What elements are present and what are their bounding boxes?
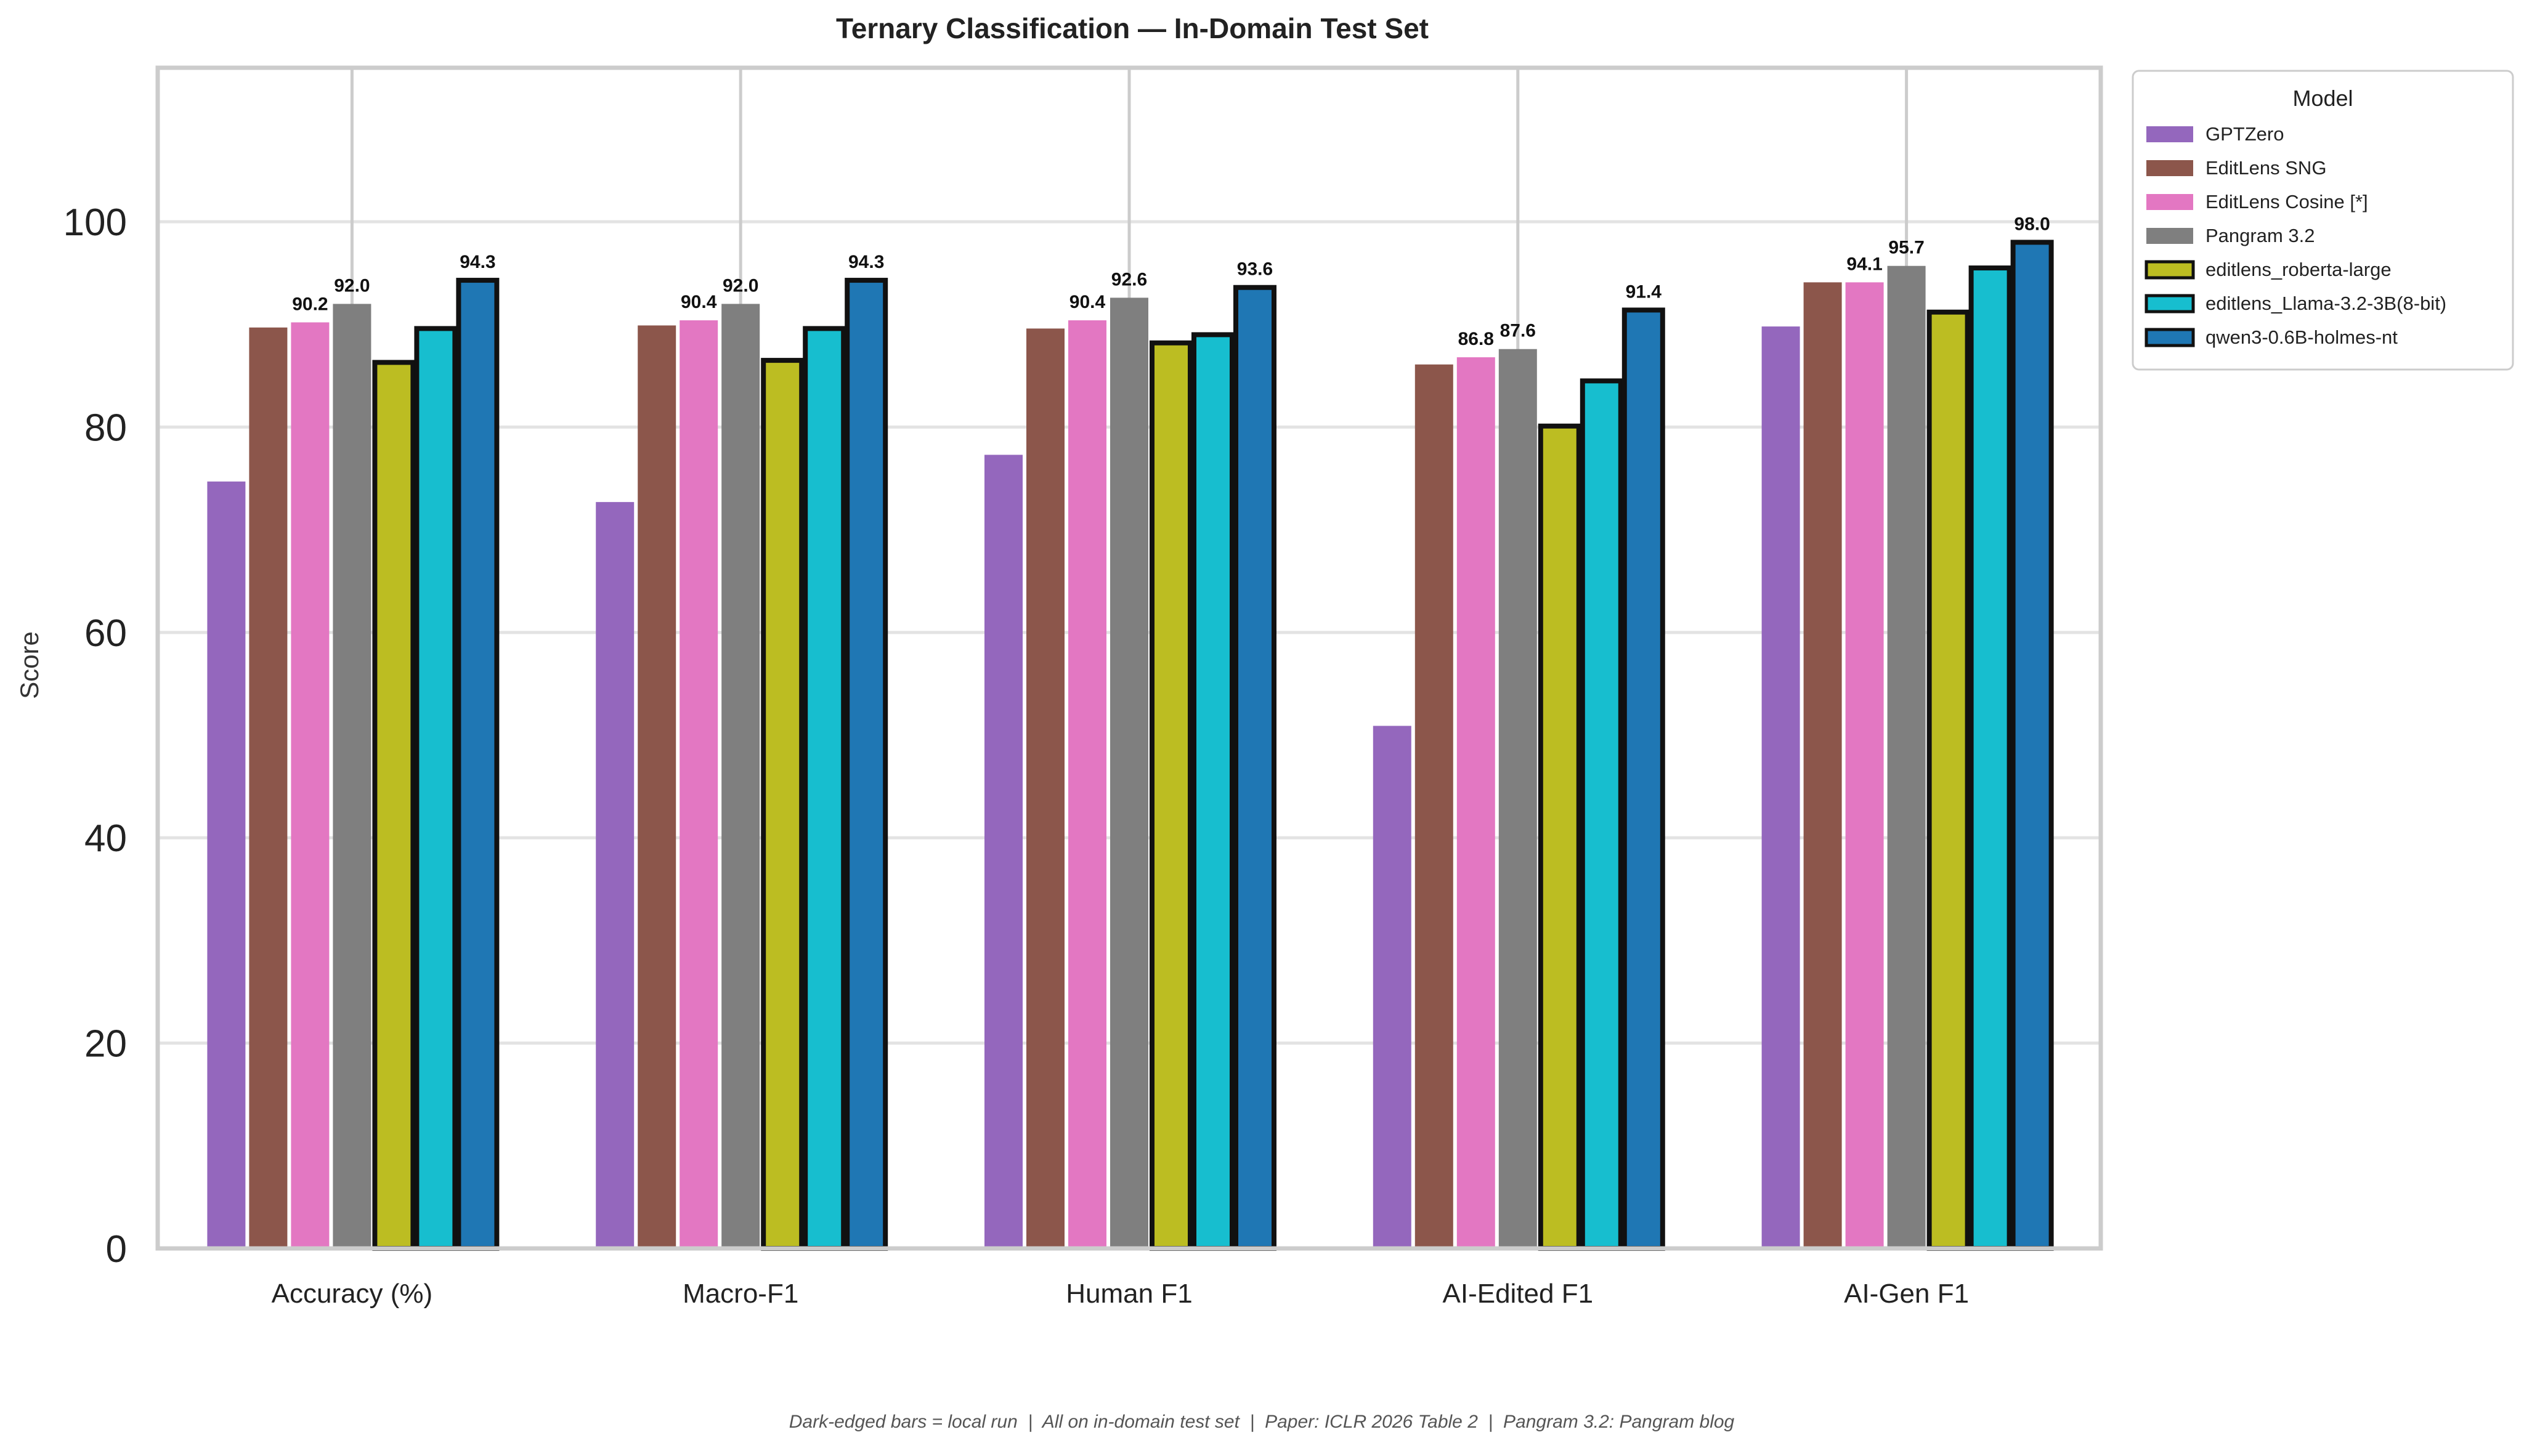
- value-label: 93.6: [1237, 259, 1273, 280]
- legend-label: EditLens SNG: [2205, 157, 2326, 179]
- bar-0-2: [984, 455, 1023, 1248]
- chart-title: Ternary Classification — In-Domain Test …: [836, 12, 1429, 44]
- value-label: 94.3: [848, 252, 884, 272]
- bar-4-1: [761, 358, 805, 1251]
- value-label: 87.6: [1500, 321, 1536, 341]
- value-label: 92.6: [1111, 269, 1147, 289]
- bar-3-1: [721, 304, 760, 1248]
- legend-swatch: [2146, 194, 2193, 210]
- bar-3-0: [333, 304, 371, 1248]
- bar-3-2: [1110, 297, 1148, 1249]
- legend-swatch: [2145, 260, 2195, 280]
- bar-2-2: [1068, 320, 1106, 1248]
- x-tick-label: Human F1: [1066, 1279, 1192, 1309]
- bar-2-4: [1845, 282, 1884, 1248]
- value-label: 86.8: [1458, 329, 1494, 349]
- value-label: 90.4: [681, 292, 717, 312]
- y-tick-label: 0: [106, 1228, 127, 1271]
- bar-3-3: [1498, 349, 1537, 1248]
- value-label: 91.4: [1626, 281, 1662, 302]
- bar-0-1: [596, 502, 635, 1249]
- bar-2-3: [1456, 357, 1495, 1248]
- bar-6-4: [2010, 240, 2054, 1252]
- bar-5-3: [1580, 378, 1623, 1251]
- bar-4-2: [1150, 340, 1193, 1251]
- bar-4-3: [1538, 423, 1581, 1251]
- legend-title: Model: [2292, 86, 2353, 111]
- x-tick-label: Macro-F1: [683, 1279, 798, 1309]
- bar-0-3: [1373, 726, 1411, 1248]
- legend-label: GPTZero: [2205, 123, 2284, 145]
- value-label: 98.0: [2014, 214, 2050, 234]
- legend-label: Pangram 3.2: [2205, 225, 2315, 246]
- bar-1-1: [638, 325, 676, 1249]
- legend-swatch: [2145, 328, 2195, 347]
- legend-swatch: [2145, 294, 2195, 313]
- bar-0-4: [1761, 326, 1800, 1249]
- value-label: 92.0: [723, 275, 758, 296]
- y-tick-label: 60: [84, 612, 127, 655]
- y-tick-label: 100: [63, 201, 127, 244]
- legend-swatch: [2146, 160, 2193, 176]
- bar-2-1: [680, 320, 718, 1248]
- value-labels-group: 90.292.094.390.492.094.390.492.693.686.8…: [292, 214, 2050, 349]
- bar-6-1: [845, 278, 888, 1251]
- legend-label: editlens_roberta-large: [2205, 259, 2392, 280]
- bar-6-3: [1621, 307, 1665, 1251]
- bar-2-0: [291, 322, 330, 1248]
- bar-4-4: [1926, 309, 1970, 1252]
- bar-5-2: [1191, 332, 1235, 1251]
- x-tick-label: AI-Gen F1: [1844, 1279, 1969, 1309]
- bar-5-1: [803, 326, 846, 1251]
- bar-5-0: [414, 326, 458, 1251]
- value-label: 90.2: [292, 294, 328, 314]
- legend: Model GPTZero EditLens SNG EditLens Cosine …: [2132, 70, 2514, 371]
- value-label: 94.1: [1846, 254, 1882, 274]
- axes-group: 0 20 40 60 80 100 Accuracy (%) Macro-F1 Human F1…: [63, 65, 2103, 1309]
- bar-1-0: [249, 327, 288, 1248]
- bar-6-0: [456, 278, 500, 1251]
- legend-label: EditLens Cosine [*]: [2205, 191, 2368, 212]
- chart-footnote: Dark-edged bars = local run | All on in-…: [789, 1412, 1735, 1432]
- value-label: 92.0: [334, 275, 370, 296]
- bar-1-4: [1803, 282, 1842, 1248]
- y-tick-label: 80: [84, 406, 127, 449]
- bar-0-0: [207, 481, 246, 1249]
- legend-swatch: [2146, 228, 2193, 244]
- value-label: 95.7: [1888, 238, 1924, 258]
- value-label: 94.3: [460, 252, 495, 272]
- bars-group: [207, 240, 2054, 1252]
- legend-swatch: [2146, 126, 2193, 142]
- legend-box: [2132, 70, 2514, 371]
- bar-1-3: [1414, 364, 1453, 1248]
- bar-3-4: [1887, 265, 1926, 1248]
- plot-frame: [155, 65, 2103, 1251]
- y-tick-label: 40: [84, 817, 127, 860]
- legend-label: qwen3-0.6B-holmes-nt: [2205, 326, 2398, 348]
- bar-4-0: [372, 360, 416, 1251]
- y-axis-label: Score: [15, 631, 44, 699]
- x-tick-label: AI-Edited F1: [1443, 1279, 1594, 1309]
- bar-1-2: [1026, 328, 1065, 1248]
- x-tick-label: Accuracy (%): [272, 1279, 433, 1309]
- value-label: 90.4: [1069, 292, 1106, 312]
- bar-6-2: [1233, 285, 1276, 1252]
- y-tick-label: 20: [84, 1023, 127, 1066]
- bar-5-4: [1968, 265, 2012, 1251]
- legend-label: editlens_Llama-3.2-3B(8-bit): [2205, 293, 2446, 314]
